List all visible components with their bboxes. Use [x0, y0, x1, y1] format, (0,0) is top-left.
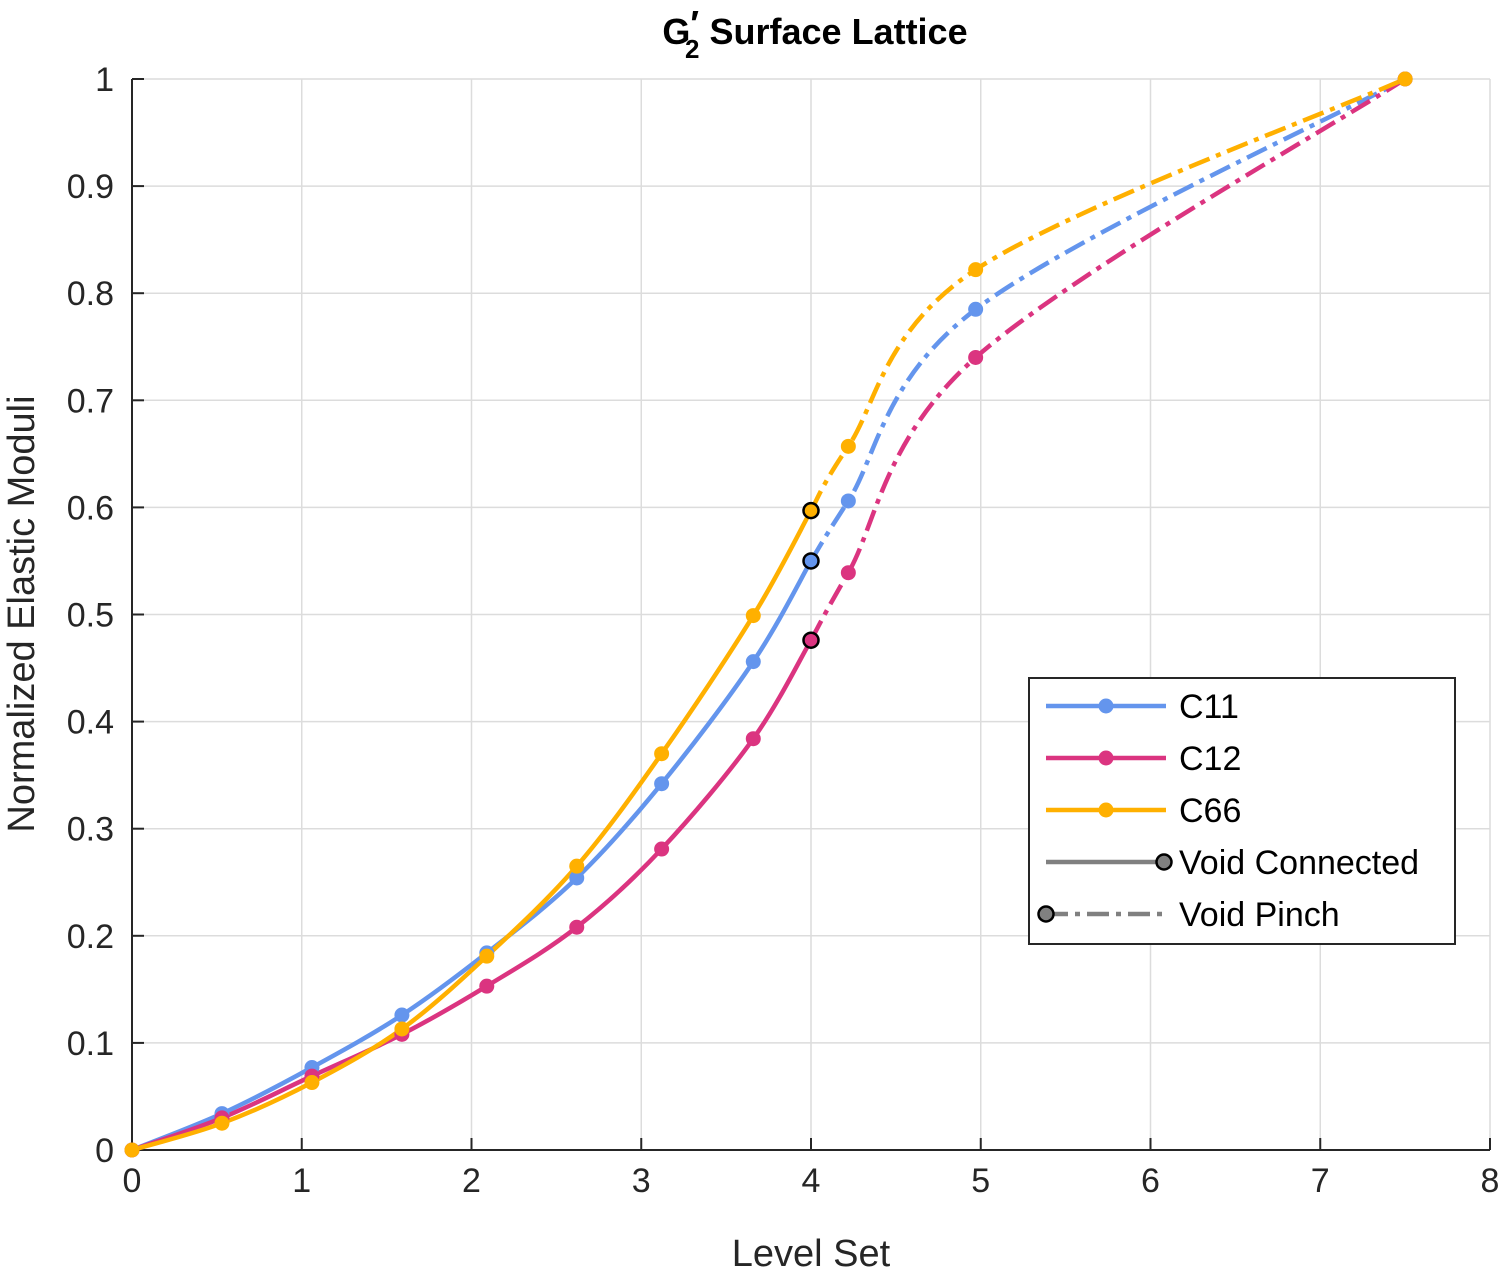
chart-title-rest: Surface Lattice — [700, 11, 968, 52]
data-point-c12 — [840, 565, 856, 581]
legend-label-c11: C11 — [1179, 688, 1239, 726]
data-point-c12 — [479, 978, 495, 994]
transition-point-c11 — [802, 552, 820, 570]
chart-title-subscript: 2 — [685, 34, 699, 64]
data-point-c12 — [968, 349, 984, 365]
data-point-c12 — [569, 919, 585, 935]
legend-marker-c11 — [1098, 698, 1114, 714]
data-point-c11 — [394, 1007, 410, 1023]
series-line-c12-pinch — [809, 77, 1407, 642]
series-line-c11-pinch — [809, 77, 1407, 563]
data-point-c66 — [394, 1021, 410, 1037]
y-tick-label: 0.3 — [67, 811, 114, 849]
y-tick-label: 0.6 — [67, 489, 114, 527]
x-tick-label: 2 — [462, 1162, 481, 1200]
data-point-c66 — [304, 1075, 320, 1091]
data-point-c66 — [479, 948, 495, 964]
x-tick-label: 7 — [1311, 1162, 1330, 1200]
data-point-c66 — [569, 858, 585, 874]
legend-marker-c66 — [1098, 802, 1114, 818]
legend-marker-c12 — [1098, 750, 1114, 766]
x-tick-label: 1 — [292, 1162, 311, 1200]
y-tick-label: 0.5 — [67, 597, 114, 635]
chart-title: G′ 2 Surface Lattice — [662, 3, 967, 64]
legend-label-void-pinch: Void Pinch — [1179, 896, 1340, 934]
y-tick-label: 0.9 — [67, 168, 114, 206]
legend: C11 C12 C66 Void Connected Void Pinch — [1028, 677, 1456, 945]
data-point-c11 — [654, 776, 670, 792]
data-point-c66 — [1397, 71, 1413, 87]
data-point-c12 — [745, 731, 761, 747]
legend-label-c12: C12 — [1179, 740, 1241, 778]
y-tick-label: 1 — [95, 61, 114, 99]
data-point-c66 — [124, 1142, 140, 1158]
data-point-c66 — [214, 1115, 230, 1131]
x-tick-label: 4 — [802, 1162, 821, 1200]
transition-point-c12 — [802, 631, 820, 649]
y-tick-label: 0.8 — [67, 275, 114, 313]
axes — [131, 78, 1491, 1151]
legend-label-c66: C66 — [1179, 792, 1241, 830]
data-point-c11 — [968, 301, 984, 317]
series-line-c66-pinch — [809, 76, 1407, 512]
chart-title-main: G — [662, 11, 690, 52]
x-tick-label: 5 — [971, 1162, 990, 1200]
y-axis-label: Normalized Elastic Moduli — [1, 395, 43, 832]
legend-marker-void-connected — [1155, 853, 1173, 871]
x-tick-label: 3 — [632, 1162, 651, 1200]
y-tick-label: 0.1 — [67, 1025, 114, 1063]
data-point-c66 — [968, 262, 984, 278]
series-line-c66-connected — [131, 509, 813, 1153]
data-point-c66 — [654, 746, 670, 762]
chart-title-prime: ′ — [690, 3, 699, 44]
x-tick-label: 8 — [1481, 1162, 1500, 1200]
y-tick-label: 0.4 — [67, 704, 114, 742]
transition-point-c66 — [802, 501, 820, 520]
series-line-c12-connected — [131, 639, 813, 1153]
data-point-c11 — [745, 654, 761, 670]
data-point-c11 — [840, 493, 856, 509]
x-tick-label: 0 — [123, 1162, 142, 1200]
data-point-c66 — [840, 438, 856, 454]
data-point-c12 — [654, 841, 670, 857]
y-tick-label: 0.7 — [67, 382, 114, 420]
tick-labels: 0 1 2 3 4 5 6 7 8 0 0.1 0.2 0.3 0.4 0.5 0.6 0.7 0.8 0.9 1 — [67, 61, 1500, 1200]
series-group — [124, 71, 1413, 1158]
legend-marker-void-pinch — [1037, 905, 1055, 923]
data-point-c66 — [745, 608, 761, 624]
x-tick-label: 6 — [1141, 1162, 1160, 1200]
y-tick-label: 0 — [95, 1132, 114, 1170]
legend-label-void-connected: Void Connected — [1179, 844, 1419, 882]
data-point-c11 — [569, 870, 585, 886]
y-tick-label: 0.2 — [67, 918, 114, 956]
x-axis-label: Level Set — [732, 1233, 891, 1273]
